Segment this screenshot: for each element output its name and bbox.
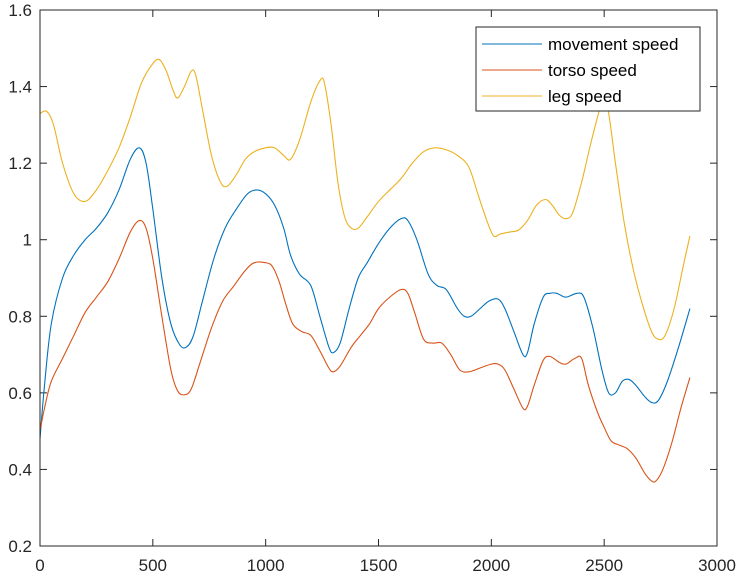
x-tick-label: 1000 xyxy=(247,556,285,575)
series-lines xyxy=(39,58,691,483)
legend-label-torso-speed: torso speed xyxy=(548,61,637,80)
x-tick-label: 2000 xyxy=(472,556,510,575)
y-tick-label: 1 xyxy=(23,231,32,250)
y-tick-label: 1.4 xyxy=(8,78,32,97)
legend-label-movement-speed: movement speed xyxy=(548,35,678,54)
series-line-leg-speed xyxy=(39,58,691,341)
x-tick-label: 0 xyxy=(35,556,44,575)
y-tick-label: 0.4 xyxy=(8,460,32,479)
legend-box xyxy=(475,26,701,112)
x-tick-label: 3000 xyxy=(698,556,736,575)
x-tick-label: 1500 xyxy=(360,556,398,575)
legend: movement speed torso speed leg speed xyxy=(475,26,701,112)
series-line-movement-speed xyxy=(39,147,691,439)
y-tick-label: 0.6 xyxy=(8,384,32,403)
legend-label-leg-speed: leg speed xyxy=(548,87,622,106)
x-tick-label: 500 xyxy=(139,556,167,575)
y-tick-label: 1.2 xyxy=(8,154,32,173)
series-line-torso-speed xyxy=(39,219,691,483)
y-tick-label: 0.8 xyxy=(8,307,32,326)
y-axis-tick-labels: 0.2 0.4 0.6 0.8 1 1.2 1.4 1.6 xyxy=(8,1,32,556)
x-tick-label: 2500 xyxy=(585,556,623,575)
plot-area-frame xyxy=(39,9,718,547)
x-axis-tick-labels: 0 500 1000 1500 2000 2500 3000 xyxy=(35,556,736,575)
y-tick-label: 0.2 xyxy=(8,537,32,556)
y-tick-label: 1.6 xyxy=(8,1,32,20)
